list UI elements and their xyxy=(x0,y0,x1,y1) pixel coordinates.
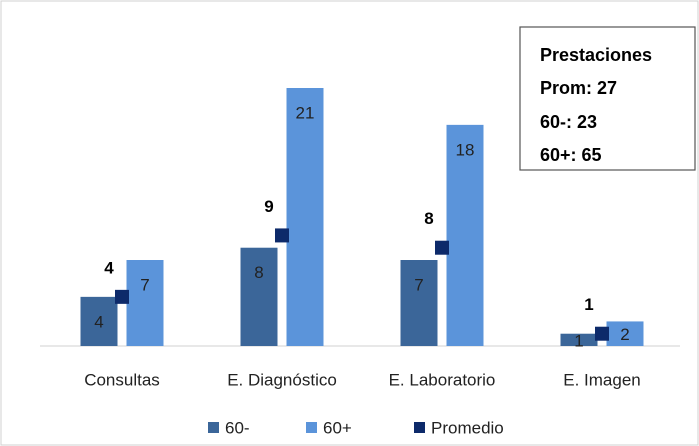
legend-swatch xyxy=(414,422,425,433)
bar xyxy=(606,321,644,346)
annotation-line: Prestaciones xyxy=(540,45,652,65)
bar xyxy=(126,260,164,346)
data-label: 1 xyxy=(584,295,593,314)
legend-label: 60- xyxy=(225,418,250,437)
annotation-line: Prom: 27 xyxy=(540,78,617,98)
data-label: 1 xyxy=(574,331,583,350)
bar xyxy=(286,88,324,346)
data-label: 21 xyxy=(296,103,315,122)
marker xyxy=(595,326,609,341)
bar xyxy=(240,247,278,346)
legend-swatch xyxy=(208,422,219,433)
data-label: 7 xyxy=(414,275,423,294)
annotation-box xyxy=(519,26,696,171)
x-tick-label: E. Diagnóstico xyxy=(227,370,337,389)
annotation-line: 60+: 65 xyxy=(540,145,602,165)
marker xyxy=(115,289,129,304)
data-label: 7 xyxy=(140,275,149,294)
data-label: 18 xyxy=(456,140,475,159)
data-label: 8 xyxy=(254,263,263,282)
legend-label: Promedio xyxy=(431,418,504,437)
bar xyxy=(560,333,598,346)
data-label: 8 xyxy=(424,209,433,228)
data-label: 4 xyxy=(94,312,103,331)
x-tick-label: Consultas xyxy=(84,370,160,389)
bar xyxy=(80,296,118,346)
annotation-line: 60-: 23 xyxy=(540,112,597,132)
x-tick-label: E. Imagen xyxy=(563,370,641,389)
marker xyxy=(435,240,449,255)
bar xyxy=(446,124,484,346)
data-label: 4 xyxy=(104,258,114,277)
x-tick-label: E. Laboratorio xyxy=(389,370,496,389)
legend-swatch xyxy=(306,422,317,433)
marker xyxy=(275,228,289,243)
bar xyxy=(400,260,438,346)
data-label: 2 xyxy=(620,325,629,344)
data-label: 9 xyxy=(264,197,273,216)
legend-label: 60+ xyxy=(323,418,352,437)
